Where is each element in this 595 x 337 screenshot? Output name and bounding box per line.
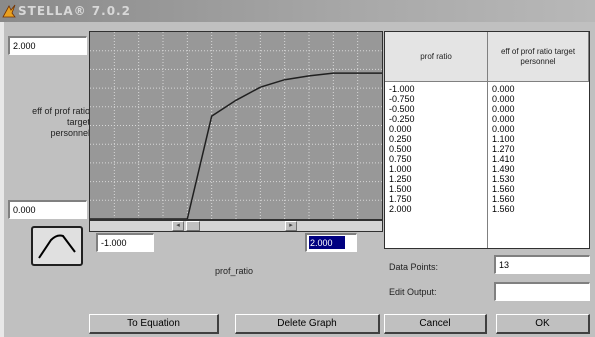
table-output-cell[interactable]: 1.560 [492, 204, 515, 214]
table-input-cell: 1.000 [389, 164, 412, 174]
window-left-edge [0, 22, 4, 337]
edit-output-label: Edit Output: [389, 287, 437, 297]
x-max-input[interactable] [305, 233, 357, 252]
table-output-cell[interactable]: 1.270 [492, 144, 515, 154]
input-column: -1.000 -0.750 -0.500 -0.250 0.000 0.250 0.500 0… [389, 84, 415, 214]
edit-output-input[interactable] [494, 282, 590, 301]
graph-data-point[interactable] [185, 217, 189, 219]
data-points-label: Data Points: [389, 262, 439, 272]
table-output-cell[interactable]: 0.000 [492, 84, 515, 94]
scroll-right-arrow-icon[interactable]: ▸ [285, 221, 297, 231]
table-input-cell: 0.500 [389, 144, 412, 154]
data-points-input[interactable] [494, 255, 590, 274]
table-output-cell[interactable]: 1.560 [492, 184, 515, 194]
graph-data-point[interactable] [283, 78, 287, 82]
table-input-cell: -1.000 [389, 84, 415, 94]
table-output-cell[interactable]: 0.000 [492, 104, 515, 114]
graph-data-point[interactable] [356, 71, 360, 75]
table-input-cell: 2.000 [389, 204, 412, 214]
graph-data-point[interactable] [380, 71, 382, 75]
table-output-cell[interactable]: 1.530 [492, 174, 515, 184]
graph-data-point[interactable] [137, 217, 141, 219]
table-output-cell[interactable]: 1.410 [492, 154, 515, 164]
table-input-cell: 0.750 [389, 154, 412, 164]
table-input-cell: 1.250 [389, 174, 412, 184]
stella-logo-icon [2, 4, 16, 18]
table-output-cell[interactable]: 0.000 [492, 114, 515, 124]
graph-data-point[interactable] [331, 71, 335, 75]
graph-curve[interactable] [90, 72, 382, 219]
graph-data-point[interactable] [112, 217, 116, 219]
y-axis-label: eff of prof ratio target personnel [32, 106, 90, 138]
table-output-cell[interactable]: 0.000 [492, 94, 515, 104]
window-title: STELLA® 7.0.2 [18, 4, 131, 18]
graph-area[interactable] [89, 31, 383, 220]
cancel-button[interactable]: Cancel [384, 314, 487, 334]
delete-graph-button[interactable]: Delete Graph [235, 314, 380, 334]
graph-plot[interactable] [90, 32, 382, 219]
scroll-thumb[interactable] [186, 221, 200, 231]
x-min-input[interactable] [96, 233, 154, 252]
y-max-input[interactable] [8, 36, 87, 55]
graph-data-point[interactable] [234, 98, 238, 102]
table-header-output: eff of prof ratio target personnel [488, 32, 589, 82]
table-column-divider [487, 82, 488, 248]
title-bar: STELLA® 7.0.2 [0, 0, 595, 22]
table-input-cell: -0.250 [389, 114, 415, 124]
graph-data-point[interactable] [258, 85, 262, 89]
curve-shape-icon[interactable] [31, 226, 83, 266]
x-axis-label: prof_ratio [215, 266, 254, 276]
table-input-cell: 1.750 [389, 194, 412, 204]
table-header-input: prof ratio [385, 32, 488, 82]
graph-data-point[interactable] [210, 114, 214, 118]
to-equation-button[interactable]: To Equation [89, 314, 219, 334]
table-input-cell: -0.500 [389, 104, 415, 114]
graph-data-point[interactable] [90, 217, 92, 219]
table-output-cell[interactable]: 1.560 [492, 194, 515, 204]
graph-data-table[interactable]: prof ratio eff of prof ratio target pers… [384, 31, 590, 249]
table-input-cell: 0.250 [389, 134, 412, 144]
scroll-left-arrow-icon[interactable]: ◂ [172, 221, 184, 231]
y-min-input[interactable] [8, 200, 87, 219]
graph-data-point[interactable] [161, 217, 165, 219]
table-output-cell[interactable]: 0.000 [492, 124, 515, 134]
table-output-cell[interactable]: 1.490 [492, 164, 515, 174]
graph-horizontal-scrollbar[interactable]: ◂ ▸ [89, 220, 383, 232]
table-output-cell[interactable]: 1.100 [492, 134, 515, 144]
graph-data-point[interactable] [307, 74, 311, 78]
table-input-cell: 1.500 [389, 184, 412, 194]
output-column[interactable]: 0.000 0.000 0.000 0.000 0.000 1.100 1.270 1.410… [492, 84, 515, 214]
table-input-cell: 0.000 [389, 124, 412, 134]
table-input-cell: -0.750 [389, 94, 415, 104]
ok-button[interactable]: OK [496, 314, 590, 334]
